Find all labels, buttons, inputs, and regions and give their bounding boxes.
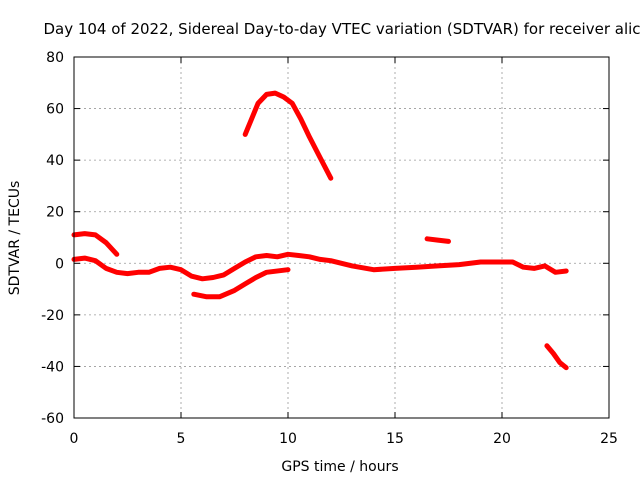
x-axis-label: GPS time / hours: [281, 459, 398, 475]
y-axis-label: SDTVAR / TECUs: [7, 181, 23, 296]
y-tick-label: 20: [46, 205, 64, 221]
tick-labels: 0 5 10 15 20 25 -60 -40 -20 0 20 40 60 80: [41, 50, 618, 447]
y-tick-label: 60: [46, 102, 64, 118]
y-tick-label: -60: [41, 411, 64, 427]
x-tick-label: 5: [177, 431, 186, 447]
x-tick-label: 10: [279, 431, 297, 447]
y-tick-label: 40: [46, 153, 64, 169]
series-line-arc-4: [242, 90, 334, 181]
series-line-arc-5: [424, 236, 451, 244]
chart-title: Day 104 of 2022, Sidereal Day-to-day VTE…: [43, 20, 640, 38]
y-tick-label: 0: [55, 256, 64, 272]
x-tick-label: 25: [600, 431, 618, 447]
x-tick-label: 15: [386, 431, 404, 447]
series-line-arc-6: [544, 343, 569, 371]
series-line-arc-1: [71, 231, 120, 257]
y-tick-label: -40: [41, 359, 64, 375]
series-line-arc-2: [71, 251, 569, 282]
plot-frame: [73, 56, 610, 419]
series-layer: [71, 90, 569, 371]
series-line-arc-3: [191, 267, 291, 300]
y-tick-label: 80: [46, 50, 64, 66]
grid: [74, 57, 609, 418]
x-tick-label: 20: [493, 431, 511, 447]
x-tick-label: 0: [70, 431, 79, 447]
y-tick-label: -20: [41, 308, 64, 324]
